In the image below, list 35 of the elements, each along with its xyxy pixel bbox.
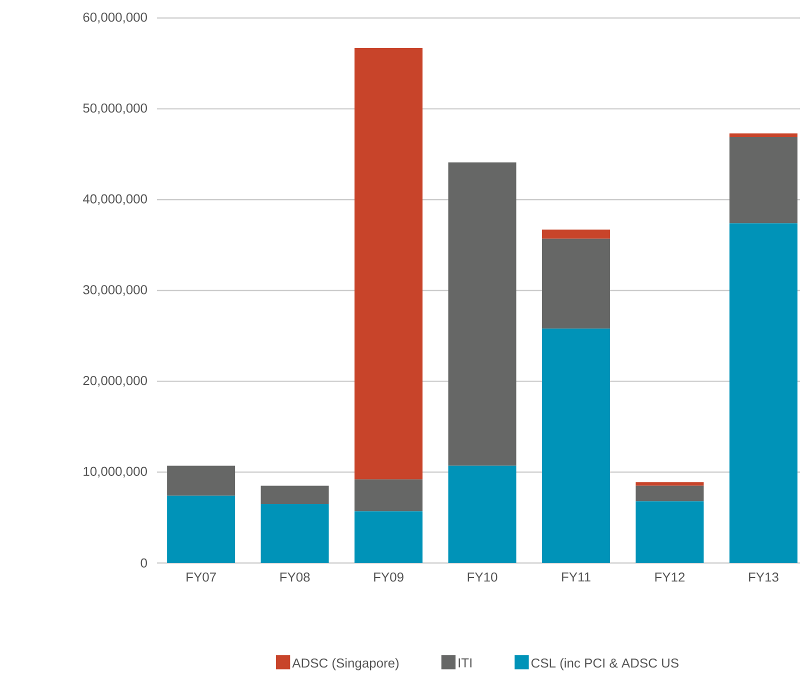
y-tick-label: 10,000,000 bbox=[84, 466, 147, 478]
bar bbox=[260, 486, 329, 504]
bar bbox=[448, 162, 516, 466]
y-tick-label: 0 bbox=[140, 558, 147, 568]
x-tick-label: FY11 bbox=[562, 572, 590, 582]
bar bbox=[636, 482, 704, 486]
y-tick-label: 50,000,000 bbox=[83, 103, 147, 114]
bar bbox=[729, 223, 798, 563]
bar bbox=[448, 466, 516, 563]
y-tick-label: 30,000,000 bbox=[83, 285, 147, 296]
x-tick-label: FY12 bbox=[655, 572, 685, 582]
y-tick-label: 40,000,000 bbox=[82, 194, 147, 206]
bar bbox=[542, 230, 610, 239]
bar bbox=[729, 136, 798, 224]
bar bbox=[167, 466, 236, 496]
x-tick-label: FY13 bbox=[749, 572, 778, 582]
bar bbox=[542, 328, 610, 563]
legend-label: CSL (inc PCI & ADSC US bbox=[531, 658, 678, 670]
x-tick-label: FY10 bbox=[468, 572, 498, 582]
x-tick-label: FY07 bbox=[186, 572, 216, 582]
bar bbox=[354, 511, 423, 563]
y-tick-label: 20,000,000 bbox=[83, 376, 147, 387]
bar bbox=[260, 504, 329, 563]
x-tick-label: FY09 bbox=[374, 572, 404, 582]
bar bbox=[729, 133, 798, 137]
bar bbox=[542, 238, 610, 329]
legend-label: ADSC (Singapore) bbox=[292, 658, 399, 670]
bar bbox=[354, 48, 423, 480]
legend-label: ITI bbox=[458, 658, 472, 668]
bar bbox=[167, 496, 236, 563]
bar bbox=[636, 501, 704, 563]
x-tick-label: FY08 bbox=[280, 572, 310, 582]
bar bbox=[354, 479, 423, 512]
bar bbox=[636, 486, 704, 502]
y-tick-label: 60,000,000 bbox=[83, 12, 147, 24]
